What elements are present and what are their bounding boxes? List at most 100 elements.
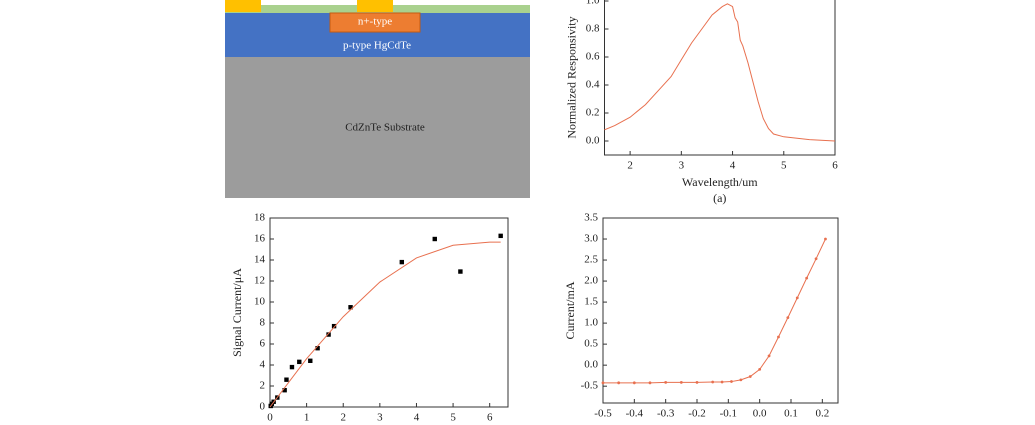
y-axis-label: Current/mA <box>563 281 577 339</box>
x-tick-label: 3 <box>377 412 383 424</box>
x-tick-label: 2 <box>627 160 633 172</box>
data-point <box>284 377 289 382</box>
substrate-layer <box>225 57 530 198</box>
x-tick-label: 0 <box>267 412 273 424</box>
data-point <box>632 381 636 385</box>
data-point <box>824 237 827 241</box>
y-tick-label: 0.6 <box>586 51 600 63</box>
data-point <box>739 378 743 382</box>
contact-left <box>225 0 261 12</box>
y-tick-label: 1.0 <box>586 0 600 7</box>
x-tick-label: -0.2 <box>688 408 705 420</box>
x-tick-label: 5 <box>450 412 456 424</box>
y-tick-label: 10 <box>254 296 266 308</box>
data-point <box>814 257 818 261</box>
data-point <box>297 359 302 365</box>
data-point <box>648 381 652 385</box>
chart: -0.5 -0.4 -0.3 -0.2 -0.1 0.0 0.1 0.2 -0.5 0.0 0.5 1… <box>563 212 839 425</box>
plot-frame <box>269 217 509 408</box>
data-point <box>805 276 809 280</box>
x-tick-label: 2 <box>340 412 346 424</box>
x-tick-label: 6 <box>487 412 493 424</box>
data-point <box>730 380 733 383</box>
absorber-label: p-type HgCdTe <box>343 40 411 52</box>
y-tick-label: 12 <box>254 275 265 287</box>
y-tick-label: 8 <box>260 317 266 329</box>
y-tick-label: 2.5 <box>584 254 598 266</box>
data-point <box>315 346 320 351</box>
data-point <box>498 233 503 239</box>
data-point <box>617 381 621 385</box>
data-point <box>777 335 780 339</box>
caption: (a) <box>713 191 726 205</box>
x-axis-label: Voltage/V <box>696 423 745 425</box>
data-point <box>458 269 463 274</box>
data-point <box>289 364 295 370</box>
data-point <box>399 259 405 265</box>
chart: 2 3 4 5 6 0.0 0.2 0.4 0.6 0.8 1.0 Wavelength/um (a) N… <box>564 0 838 205</box>
data-point <box>795 296 799 300</box>
x-tick-label: 0.2 <box>815 408 829 420</box>
y-tick-label: 0.2 <box>586 107 600 119</box>
y-tick-label: 0.5 <box>584 338 598 350</box>
y-tick-label: 16 <box>254 233 266 245</box>
x-tick-label: -0.3 <box>657 408 675 420</box>
y-tick-label: 4 <box>260 359 266 371</box>
y-tick-label: -0.5 <box>581 380 599 392</box>
x-tick-label: 4 <box>414 412 420 424</box>
x-tick-label: 3 <box>679 160 685 172</box>
n-region-label: n+-type <box>358 16 392 28</box>
x-tick-label: 1 <box>304 412 310 424</box>
plot-frame <box>602 217 839 404</box>
data-point <box>282 388 287 393</box>
y-tick-label: 0.0 <box>584 359 598 371</box>
contact-center <box>357 0 393 12</box>
data-line <box>604 3 836 142</box>
data-point <box>679 380 683 384</box>
data-point <box>758 367 762 371</box>
y-tick-label: 1.5 <box>584 296 598 308</box>
y-tick-label: 3.0 <box>584 233 598 245</box>
data-point <box>695 380 699 384</box>
x-tick-label: -0.1 <box>720 408 737 420</box>
y-tick-label: 0.8 <box>586 23 600 35</box>
x-tick-label: 4 <box>730 160 736 172</box>
x-tick-label: -0.4 <box>626 408 644 420</box>
y-tick-label: 14 <box>254 254 266 266</box>
x-tick-label: -0.5 <box>594 408 612 420</box>
y-tick-label: 3.5 <box>584 212 598 224</box>
data-point <box>331 323 337 329</box>
data-point <box>711 380 715 384</box>
data-point <box>720 380 724 384</box>
data-point <box>326 332 331 337</box>
plot-frame <box>604 0 836 156</box>
data-point <box>786 316 790 320</box>
data-point <box>308 358 313 363</box>
n-region <box>329 12 421 33</box>
y-axis-label: Normalized Responsivity <box>564 16 578 138</box>
data-point <box>601 381 605 385</box>
y-tick-label: 0 <box>260 401 266 413</box>
data-line <box>269 241 501 408</box>
x-tick-label: 5 <box>781 160 787 172</box>
y-tick-label: 2.0 <box>584 275 598 287</box>
y-tick-label: 0.4 <box>586 79 600 91</box>
data-point <box>664 380 668 384</box>
y-tick-label: 2 <box>260 380 266 392</box>
device-diagram: n+-type p-type HgCdTe CdZnTe Substrate <box>225 0 530 198</box>
y-tick-label: 0.0 <box>586 135 600 147</box>
data-point <box>748 375 752 378</box>
x-tick-label: 6 <box>832 160 838 172</box>
x-axis-label: Wavelength/um <box>682 175 758 189</box>
x-tick-label: 0.0 <box>753 408 767 420</box>
y-tick-label: 6 <box>260 338 266 350</box>
y-tick-label: 18 <box>254 212 266 224</box>
data-point <box>767 354 771 358</box>
data-point <box>432 236 437 242</box>
data-point <box>348 305 353 310</box>
x-tick-label: 0.1 <box>784 408 798 420</box>
y-tick-label: 1.0 <box>584 317 598 329</box>
substrate-label: CdZnTe Substrate <box>345 122 425 134</box>
